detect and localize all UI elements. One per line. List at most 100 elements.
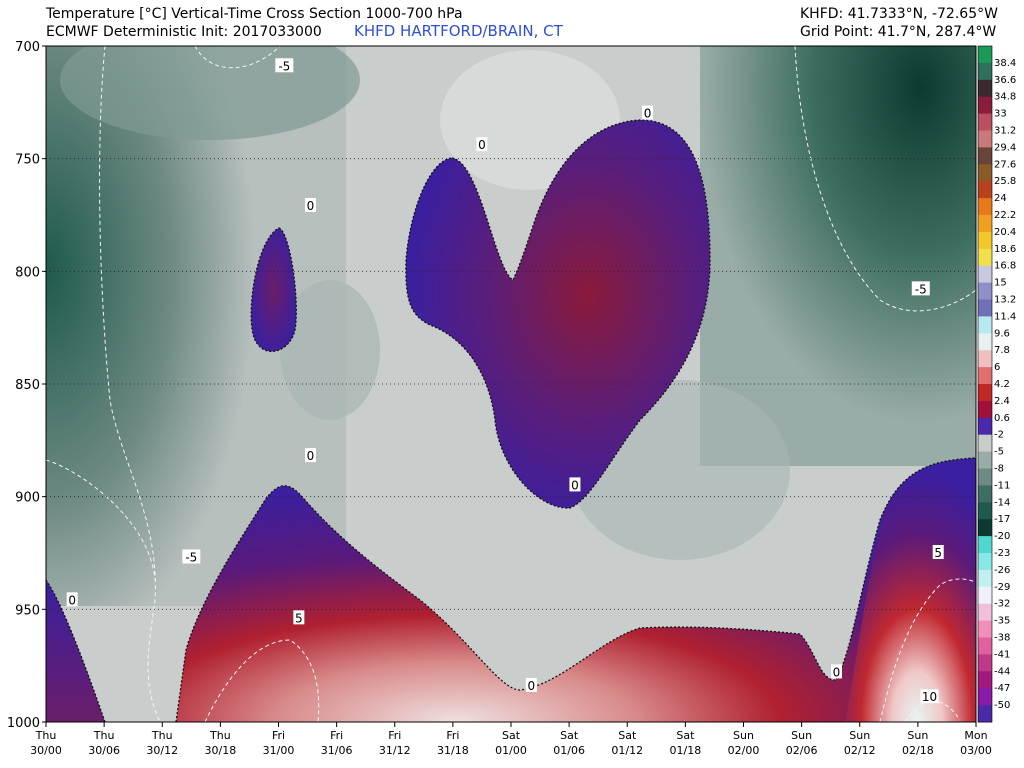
contour-label-bg [304, 197, 316, 212]
chart-title: Temperature [°C] Vertical-Time Cross Sec… [46, 6, 463, 22]
colorbar-swatch [978, 164, 992, 182]
contour-label: 0 [528, 679, 536, 693]
y-tick-label: 1000 [7, 716, 40, 731]
x-tick-time: 02/06 [786, 744, 818, 757]
colorbar-swatch [978, 248, 992, 267]
x-tick-time: 02/00 [728, 744, 760, 757]
colorbar-tick-label: 18.6 [994, 244, 1016, 255]
colorbar-swatch [978, 96, 992, 115]
x-tick-day: Fri [272, 729, 285, 742]
colorbar-tick-label: -29 [994, 582, 1010, 593]
colorbar-tick-label: 4.2 [994, 379, 1010, 390]
warm-region-right [845, 458, 976, 722]
colorbar-swatch [978, 265, 992, 284]
x-tick-day: Thu [151, 729, 173, 742]
y-tick-label: 700 [15, 40, 40, 55]
x-tick-day: Thu [93, 729, 115, 742]
colorbar-tick-label: 31.2 [994, 126, 1016, 137]
cold-region-top-left [60, 46, 360, 140]
colorbar-swatch [978, 147, 992, 165]
colorbar-swatch [978, 671, 992, 689]
colorbar-swatch [978, 350, 992, 368]
colorbar-swatch [978, 299, 992, 317]
colorbar-tick-label: -5 [994, 447, 1004, 458]
colorbar-tick-label: -32 [994, 599, 1010, 610]
x-tick-time: 30/18 [205, 744, 237, 757]
cold-region-right [700, 46, 976, 466]
colorbar-tick-label: -23 [994, 548, 1010, 559]
colorbar-swatch [978, 231, 992, 250]
colorbar-tick-label: -41 [994, 649, 1010, 660]
colorbar-tick-label: 2.4 [994, 396, 1010, 407]
colorbar-tick-label: -8 [994, 464, 1004, 475]
contour-label-bg [476, 137, 488, 152]
x-tick-time: 30/12 [146, 744, 178, 757]
colorbar-swatch [978, 637, 992, 655]
contour-label: 10 [922, 690, 937, 704]
colorbar-swatch [978, 113, 992, 131]
x-tick-time: 31/00 [263, 744, 295, 757]
colorbar-swatch [978, 485, 992, 503]
warm-blob-sat [405, 120, 710, 509]
colorbar-swatch [978, 654, 992, 672]
contour-label-bg [525, 677, 537, 692]
contour-label: 0 [478, 138, 486, 152]
x-tick-time: 02/12 [844, 744, 876, 757]
x-tick-time: 03/00 [960, 744, 992, 757]
x-tick-day: Thu [209, 729, 231, 742]
y-tick-label: 900 [15, 491, 40, 506]
contour-label: 0 [307, 199, 315, 213]
colorbar-tick-label: 36.6 [994, 75, 1016, 86]
station-label: KHFD HARTFORD/BRAIN, CT [354, 22, 563, 40]
colorbar-tick-label: -11 [994, 480, 1010, 491]
colorbar-swatch [978, 282, 992, 300]
colorbar-tick-label: -17 [994, 514, 1010, 525]
warm-region-bottom [176, 458, 976, 722]
y-axis: 700 750 800 850 900 950 1000 [7, 40, 46, 731]
contour-label: -5 [278, 59, 290, 73]
x-tick-time: 01/18 [670, 744, 702, 757]
contour-label: 0 [68, 593, 76, 607]
contour-label: -5 [915, 282, 927, 296]
colorbar-swatch [978, 333, 992, 351]
colorbar-tick-label: 24 [994, 193, 1007, 204]
colorbar-swatch [978, 215, 992, 233]
colorbar-swatch [978, 536, 992, 554]
colorbar-tick-label: -50 [994, 700, 1010, 711]
contour-label-bg [66, 592, 78, 607]
colorbar-swatch [978, 181, 992, 199]
x-tick-time: 01/06 [553, 744, 585, 757]
contour-label-bg [293, 610, 305, 625]
colorbar-tick-label: 9.6 [994, 328, 1010, 339]
contour-label: 0 [833, 665, 841, 679]
contour-label: 0 [644, 107, 652, 121]
colorbar-swatch [978, 400, 992, 419]
colorbar-tick-label: -47 [994, 683, 1010, 694]
x-tick-time: 31/12 [379, 744, 411, 757]
colorbar-tick-label: 22.2 [994, 210, 1016, 221]
x-axis: Thu 30/00 Thu 30/06 Thu 30/12 Thu 30/18 Fri 31/00… [30, 722, 992, 757]
x-tick-time: 02/18 [902, 744, 934, 757]
colorbar-swatch [978, 316, 992, 334]
x-tick-day: Fri [388, 729, 401, 742]
colorbar-tick-label: -26 [994, 565, 1010, 576]
x-tick-day: Sat [560, 729, 579, 742]
y-tick-label: 750 [15, 153, 40, 168]
x-tick-day: Sat [502, 729, 521, 742]
colorbar-swatch [978, 553, 992, 571]
x-tick-time: 31/18 [437, 744, 469, 757]
colorbar-swatch [978, 603, 992, 622]
warm-blob-fri [251, 228, 297, 352]
colorbar-tick-label: 0.6 [994, 413, 1010, 424]
cold-patch-mid [280, 280, 380, 420]
y-tick-label: 800 [15, 265, 40, 280]
colorbar-tick-label: 15 [994, 278, 1007, 289]
contour-label: -5 [185, 551, 197, 565]
contour-label-bg [911, 281, 930, 296]
colorbar-swatch [978, 519, 992, 537]
colorbar-swatch [978, 688, 992, 706]
x-tick-day: Sat [676, 729, 695, 742]
colorbar-swatch [978, 417, 992, 436]
colorbar-swatch [978, 130, 992, 148]
